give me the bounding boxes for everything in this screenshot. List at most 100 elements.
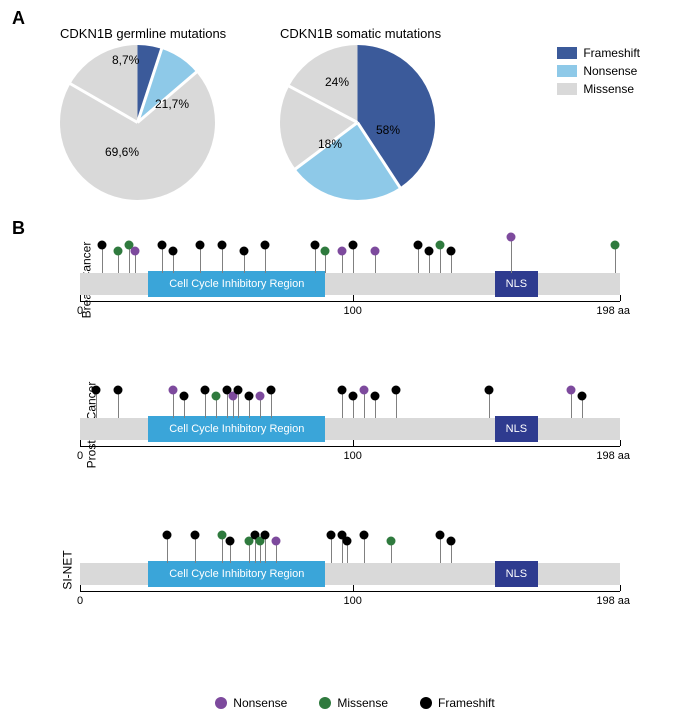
axis-tick (353, 585, 354, 591)
legend-item: Frameshift (420, 696, 495, 710)
legend-label: Missense (583, 82, 634, 96)
lollipop-nonsense-icon (337, 247, 346, 256)
axis-tick-label: 0 (77, 595, 83, 607)
legend-label: Frameshift (583, 46, 640, 60)
panel-b-legend: NonsenseMissenseFrameshift (40, 696, 670, 710)
lollipop-missense-icon (114, 247, 123, 256)
lollipop-frameshift-icon (425, 247, 434, 256)
lollipop-frameshift-icon (245, 392, 254, 401)
somatic-pie-slice-label: 24% (325, 75, 349, 89)
lollipop-frameshift-icon (577, 392, 586, 401)
protein-track: Cell Cycle Inhibitory Region NLS (80, 563, 620, 585)
axis-tick (353, 440, 354, 446)
axis-tick-label: 100 (344, 450, 362, 462)
track-label: SI-NET (61, 550, 75, 589)
legend-dot-icon (420, 697, 432, 709)
lollipop-nonsense-icon (566, 386, 575, 395)
axis-tick-label: 100 (344, 595, 362, 607)
lollipop-nonsense-icon (506, 233, 515, 242)
somatic-pie-chart: 58% 24% 18% (280, 45, 435, 200)
domain-label: Cell Cycle Inhibitory Region (169, 423, 304, 435)
germline-pie-title: CDKN1B germline mutations (60, 26, 226, 41)
domain-box: Cell Cycle Inhibitory Region (148, 416, 325, 442)
si-net-track: SI-NETCell Cycle Inhibitory RegionNLS010… (80, 505, 620, 635)
lollipop-stem (511, 237, 512, 273)
domain-box: Cell Cycle Inhibitory Region (148, 271, 325, 297)
axis-line (80, 591, 620, 592)
lollipop-nonsense-icon (370, 247, 379, 256)
lollipop-frameshift-icon (261, 531, 270, 540)
lollipop-frameshift-icon (446, 537, 455, 546)
axis-line (80, 446, 620, 447)
axis-tick (80, 585, 81, 591)
lollipop-frameshift-icon (359, 531, 368, 540)
axis-tick (80, 295, 81, 301)
lollipop-nonsense-icon (272, 537, 281, 546)
legend-label: Frameshift (438, 696, 495, 710)
axis-line (80, 301, 620, 302)
lollipop-frameshift-icon (190, 531, 199, 540)
lollipop-frameshift-icon (348, 241, 357, 250)
domain-label: NLS (506, 423, 527, 435)
domain-box: NLS (495, 271, 539, 297)
axis-end-label: 198 aa (596, 450, 630, 462)
somatic-pie-slice-label: 58% (376, 123, 400, 137)
lollipop-frameshift-icon (92, 386, 101, 395)
axis-tick-label: 100 (344, 305, 362, 317)
axis-tick (353, 295, 354, 301)
panel-b-label: B (12, 218, 25, 239)
lollipop-frameshift-icon (196, 241, 205, 250)
legend-item: Nonsense (557, 64, 640, 78)
lollipop-frameshift-icon (485, 386, 494, 395)
figure-root: A Frameshift Nonsense Missense CDKN1B germ… (0, 0, 690, 714)
lollipop-frameshift-icon (217, 241, 226, 250)
lollipop-missense-icon (610, 241, 619, 250)
axis-tick-label: 0 (77, 305, 83, 317)
germline-pie-slice-label: 8,7% (112, 53, 139, 67)
prostate-cancer-track: Prostate CancerCell Cycle Inhibitory Reg… (80, 360, 620, 490)
axis-end-label: 198 aa (596, 595, 630, 607)
lollipop-frameshift-icon (226, 537, 235, 546)
panel-b: Breast CancerCell Cycle Inhibitory Regio… (40, 215, 670, 704)
germline-pie-slice-label: 69,6% (105, 145, 139, 159)
axis-tick (80, 440, 81, 446)
lollipop-nonsense-icon (256, 392, 265, 401)
somatic-pie-slice-label: 18% (318, 137, 342, 151)
axis-tick-label: 0 (77, 450, 83, 462)
domain-label: NLS (506, 568, 527, 580)
domain-label: Cell Cycle Inhibitory Region (169, 278, 304, 290)
lollipop-frameshift-icon (163, 531, 172, 540)
domain-label: NLS (506, 278, 527, 290)
legend-item: Nonsense (215, 696, 287, 710)
lollipop-frameshift-icon (414, 241, 423, 250)
lollipop-frameshift-icon (343, 537, 352, 546)
legend-label: Nonsense (583, 64, 637, 78)
lollipop-frameshift-icon (310, 241, 319, 250)
lollipop-nonsense-icon (130, 247, 139, 256)
lollipop-frameshift-icon (97, 241, 106, 250)
lollipop-frameshift-icon (157, 241, 166, 250)
lollipop-frameshift-icon (446, 247, 455, 256)
axis-tick (620, 440, 621, 446)
axis-tick (620, 585, 621, 591)
legend-swatch (557, 47, 577, 59)
somatic-pie-title: CDKN1B somatic mutations (280, 26, 441, 41)
legend-swatch (557, 65, 577, 77)
legend-item: Missense (557, 82, 640, 96)
lollipop-frameshift-icon (348, 392, 357, 401)
lollipop-frameshift-icon (266, 386, 275, 395)
lollipop-missense-icon (212, 392, 221, 401)
lollipop-missense-icon (436, 241, 445, 250)
panel-a-label: A (12, 8, 25, 29)
lollipop-frameshift-icon (337, 386, 346, 395)
lollipop-nonsense-icon (359, 386, 368, 395)
legend-label: Nonsense (233, 696, 287, 710)
protein-track: Cell Cycle Inhibitory Region NLS (80, 273, 620, 295)
domain-box: Cell Cycle Inhibitory Region (148, 561, 325, 587)
lollipop-frameshift-icon (114, 386, 123, 395)
domain-box: NLS (495, 416, 539, 442)
legend-swatch (557, 83, 577, 95)
germline-pie-chart: 21,7%8,7%69,6% (60, 45, 215, 200)
lollipop-frameshift-icon (239, 247, 248, 256)
axis-tick (620, 295, 621, 301)
